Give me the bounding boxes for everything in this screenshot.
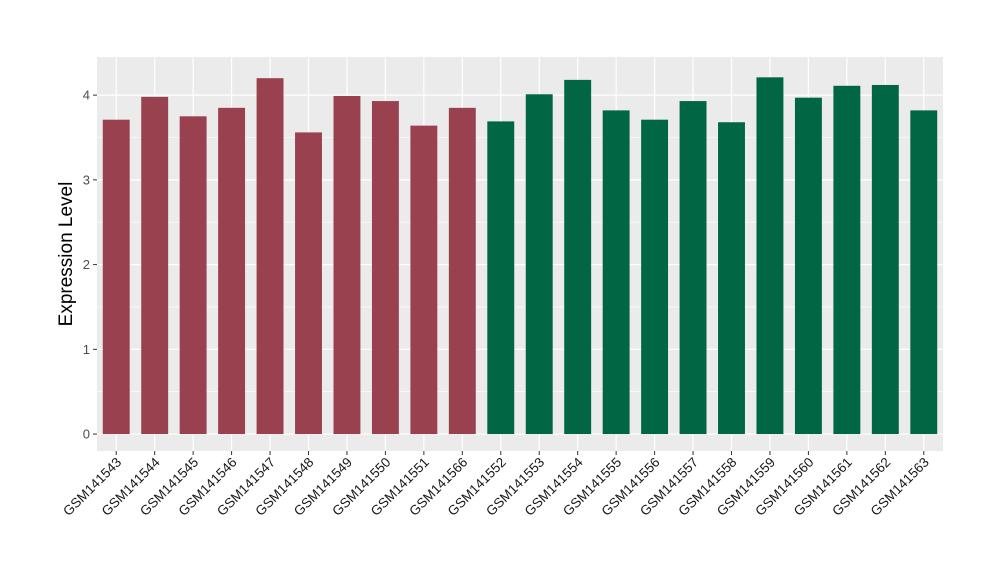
bar-GSM141560 bbox=[794, 97, 822, 435]
y-tick-label: 2 bbox=[83, 257, 90, 272]
y-tick-label: 3 bbox=[83, 172, 90, 187]
bar-GSM141544 bbox=[141, 96, 169, 435]
bar-GSM141555 bbox=[602, 110, 630, 435]
bars bbox=[102, 77, 938, 435]
bar-GSM141561 bbox=[833, 85, 861, 435]
bar-GSM141548 bbox=[295, 132, 322, 435]
bar-GSM141547 bbox=[256, 78, 284, 435]
bar-GSM141551 bbox=[410, 125, 438, 435]
bar-GSM141554 bbox=[564, 79, 592, 435]
bar-GSM141550 bbox=[371, 101, 399, 435]
bar-GSM141558 bbox=[718, 122, 745, 435]
bar-GSM141553 bbox=[525, 94, 553, 435]
bar-GSM141562 bbox=[871, 84, 899, 435]
y-tick-label: 1 bbox=[83, 342, 90, 357]
bar-GSM141563 bbox=[910, 110, 938, 435]
y-axis: 0 1 2 3 4 bbox=[83, 88, 97, 442]
y-tick-label: 0 bbox=[83, 427, 90, 442]
bar-GSM141566 bbox=[448, 107, 476, 435]
bar-GSM141556 bbox=[641, 119, 669, 435]
bar-GSM141545 bbox=[179, 116, 207, 435]
bar-GSM141552 bbox=[487, 121, 515, 435]
bar-GSM141543 bbox=[102, 119, 130, 435]
bar-GSM141549 bbox=[333, 95, 361, 435]
bar-GSM141546 bbox=[218, 107, 246, 435]
x-axis: GSM141543GSM141544GSM141545GSM141546GSM1… bbox=[60, 451, 932, 519]
bar-GSM141559 bbox=[756, 77, 784, 435]
bar-GSM141557 bbox=[679, 101, 707, 435]
y-tick-label: 4 bbox=[83, 88, 90, 103]
y-axis-title: Expression Level bbox=[56, 182, 77, 327]
